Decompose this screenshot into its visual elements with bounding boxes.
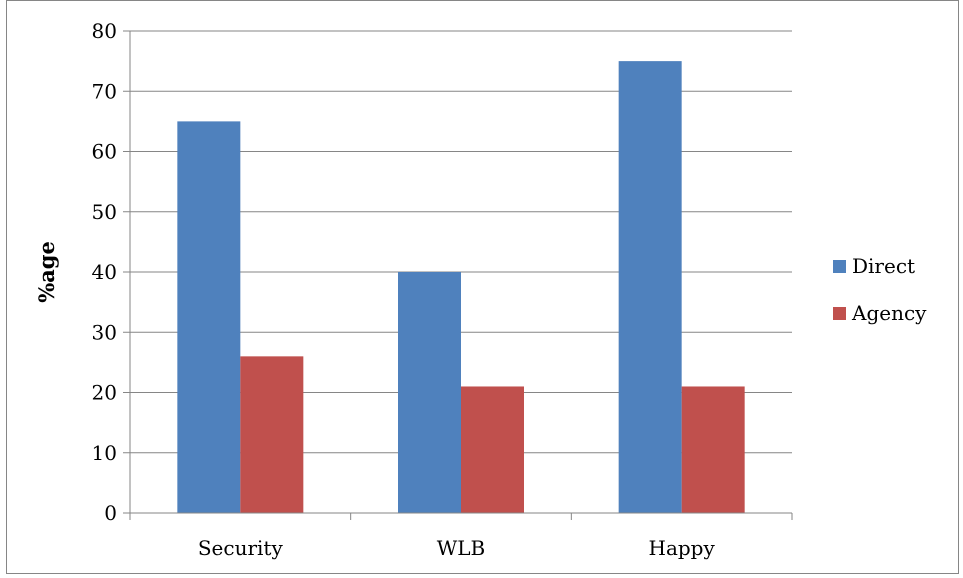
y-tick-label: 50 xyxy=(92,200,117,224)
x-tick-label: WLB xyxy=(437,536,486,560)
y-tick-labels: 0 10 20 30 40 50 60 70 80 xyxy=(92,19,117,525)
y-tick-label: 40 xyxy=(92,260,117,284)
y-axis-title: %age xyxy=(34,241,59,303)
legend-label-agency: Agency xyxy=(851,301,927,325)
bar-agency-happy xyxy=(681,386,745,513)
y-tick-label: 30 xyxy=(92,320,117,344)
bar-direct-happy xyxy=(618,61,682,513)
y-tick-label: 0 xyxy=(104,501,117,525)
bar-agency-security xyxy=(240,356,304,513)
x-tick-label: Security xyxy=(198,536,284,560)
y-tick-label: 10 xyxy=(92,441,117,465)
y-tick-label: 60 xyxy=(92,140,117,164)
legend: Direct Agency xyxy=(833,254,927,325)
y-tick-label: 70 xyxy=(92,79,117,103)
axes xyxy=(123,30,793,520)
bars xyxy=(177,61,745,513)
x-tick-labels: Security WLB Happy xyxy=(198,536,716,560)
bar-direct-wlb xyxy=(398,272,461,513)
x-tick-label: Happy xyxy=(649,536,716,560)
legend-swatch-direct xyxy=(833,260,846,273)
bar-agency-wlb xyxy=(461,386,524,513)
bar-direct-security xyxy=(177,121,241,513)
y-tick-label: 20 xyxy=(92,381,117,405)
legend-label-direct: Direct xyxy=(852,254,915,278)
y-tick-label: 80 xyxy=(92,19,117,43)
legend-swatch-agency xyxy=(833,307,846,320)
